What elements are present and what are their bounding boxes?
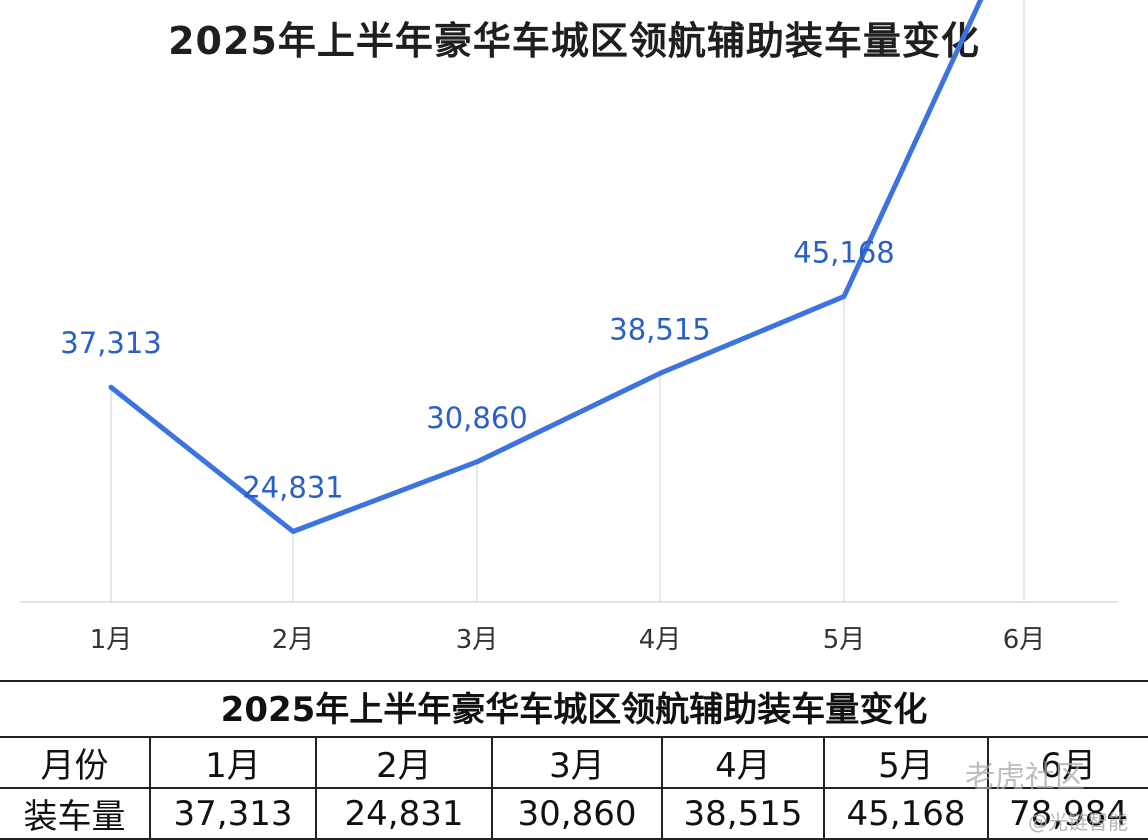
data-label: 24,831 <box>242 470 343 504</box>
table-cell-value: 45,168 <box>823 787 989 840</box>
table-cell-month: 5月 <box>823 736 989 789</box>
watermark-handle: @光链智能 <box>1028 810 1128 834</box>
table-row-months: 月份 1月 2月 3月 4月 5月 6月 <box>0 736 1148 789</box>
table-grid: 月份 1月 2月 3月 4月 5月 6月 装车量 37,313 24,831 3… <box>0 736 1148 840</box>
table-title: 2025年上半年豪华车城区领航辅助装车量变化 <box>0 680 1148 736</box>
table-cell-value: 30,860 <box>491 787 663 840</box>
x-tick-label: 1月 <box>90 625 133 655</box>
row-header-volume: 装车量 <box>0 787 151 840</box>
chart-title: 2025年上半年豪华车城区领航辅助装车量变化 <box>168 19 980 63</box>
data-label: 37,313 <box>60 326 161 360</box>
table-cell-month: 1月 <box>149 736 317 789</box>
table-cell-month: 4月 <box>661 736 825 789</box>
data-label: 30,860 <box>426 401 527 435</box>
table-cell-month: 2月 <box>315 736 493 789</box>
table-cell-value: 24,831 <box>315 787 493 840</box>
data-label: 45,168 <box>793 235 894 269</box>
table-cell-value: 78,984 <box>987 787 1148 840</box>
x-tick-label: 6月 <box>1003 625 1046 655</box>
series-line <box>108 0 984 534</box>
data-label: 38,515 <box>609 312 710 346</box>
data-table: 2025年上半年豪华车城区领航辅助装车量变化 月份 1月 2月 3月 4月 5月… <box>0 680 1148 840</box>
watermark: 老虎社区 <box>965 760 1085 795</box>
table-cell-value: 38,515 <box>661 787 825 840</box>
row-header-month: 月份 <box>0 736 151 789</box>
table-cell-month: 3月 <box>491 736 663 789</box>
x-tick-label: 5月 <box>823 625 866 655</box>
x-tick-label: 4月 <box>639 625 682 655</box>
x-tick-label: 3月 <box>456 625 499 655</box>
table-cell-value: 37,313 <box>149 787 317 840</box>
table-cell-month: 6月 <box>987 736 1148 789</box>
x-tick-label: 2月 <box>272 625 315 655</box>
